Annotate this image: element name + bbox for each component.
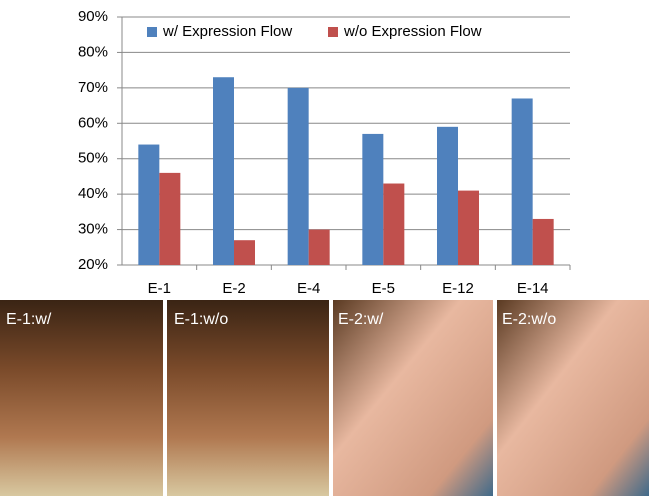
x-tick-label: E-14: [517, 280, 549, 297]
bar: [383, 184, 404, 265]
x-tick-label: E-12: [442, 280, 474, 297]
bar: [437, 127, 458, 265]
bar: [234, 240, 255, 265]
x-tick-label: E-2: [222, 280, 245, 297]
bar: [213, 77, 234, 265]
photo: [333, 300, 493, 496]
photo: [497, 300, 649, 496]
x-tick-label: E-1: [148, 280, 171, 297]
panel-caption: E-1:w/: [6, 311, 52, 328]
panel-caption: E-2:w/o: [502, 311, 556, 328]
bar: [288, 88, 309, 265]
y-tick-label: 30%: [78, 221, 108, 238]
bar: [362, 134, 383, 265]
x-tick-label: E-4: [297, 280, 320, 297]
y-tick-label: 50%: [78, 150, 108, 167]
panel-caption: E-1:w/o: [174, 311, 228, 328]
bar: [159, 173, 180, 265]
y-tick-label: 20%: [78, 256, 108, 273]
photo: [167, 300, 329, 496]
photo-panels: E-1:w/ E-1:w/o E-2:w/ E-2:w/o: [0, 300, 649, 496]
legend-swatch: [328, 27, 338, 37]
legend-label: w/o Expression Flow: [343, 23, 482, 40]
figure: E-1:w/ E-1:w/o E-2:w/ E-2:w/o 20% 30% 40% 5…: [0, 0, 649, 496]
y-tick-label: 90%: [78, 8, 108, 25]
photo: [0, 300, 163, 496]
legend-swatch: [147, 27, 157, 37]
bar: [512, 98, 533, 265]
bar: [138, 145, 159, 265]
bar: [458, 191, 479, 265]
y-tick-label: 70%: [78, 79, 108, 96]
y-tick-label: 80%: [78, 43, 108, 60]
bar: [309, 230, 330, 265]
panel-caption: E-2:w/: [338, 311, 384, 328]
y-tick-label: 60%: [78, 114, 108, 131]
y-tick-label: 40%: [78, 185, 108, 202]
x-tick-label: E-5: [372, 280, 395, 297]
legend-label: w/ Expression Flow: [162, 23, 292, 40]
bar: [533, 219, 554, 265]
